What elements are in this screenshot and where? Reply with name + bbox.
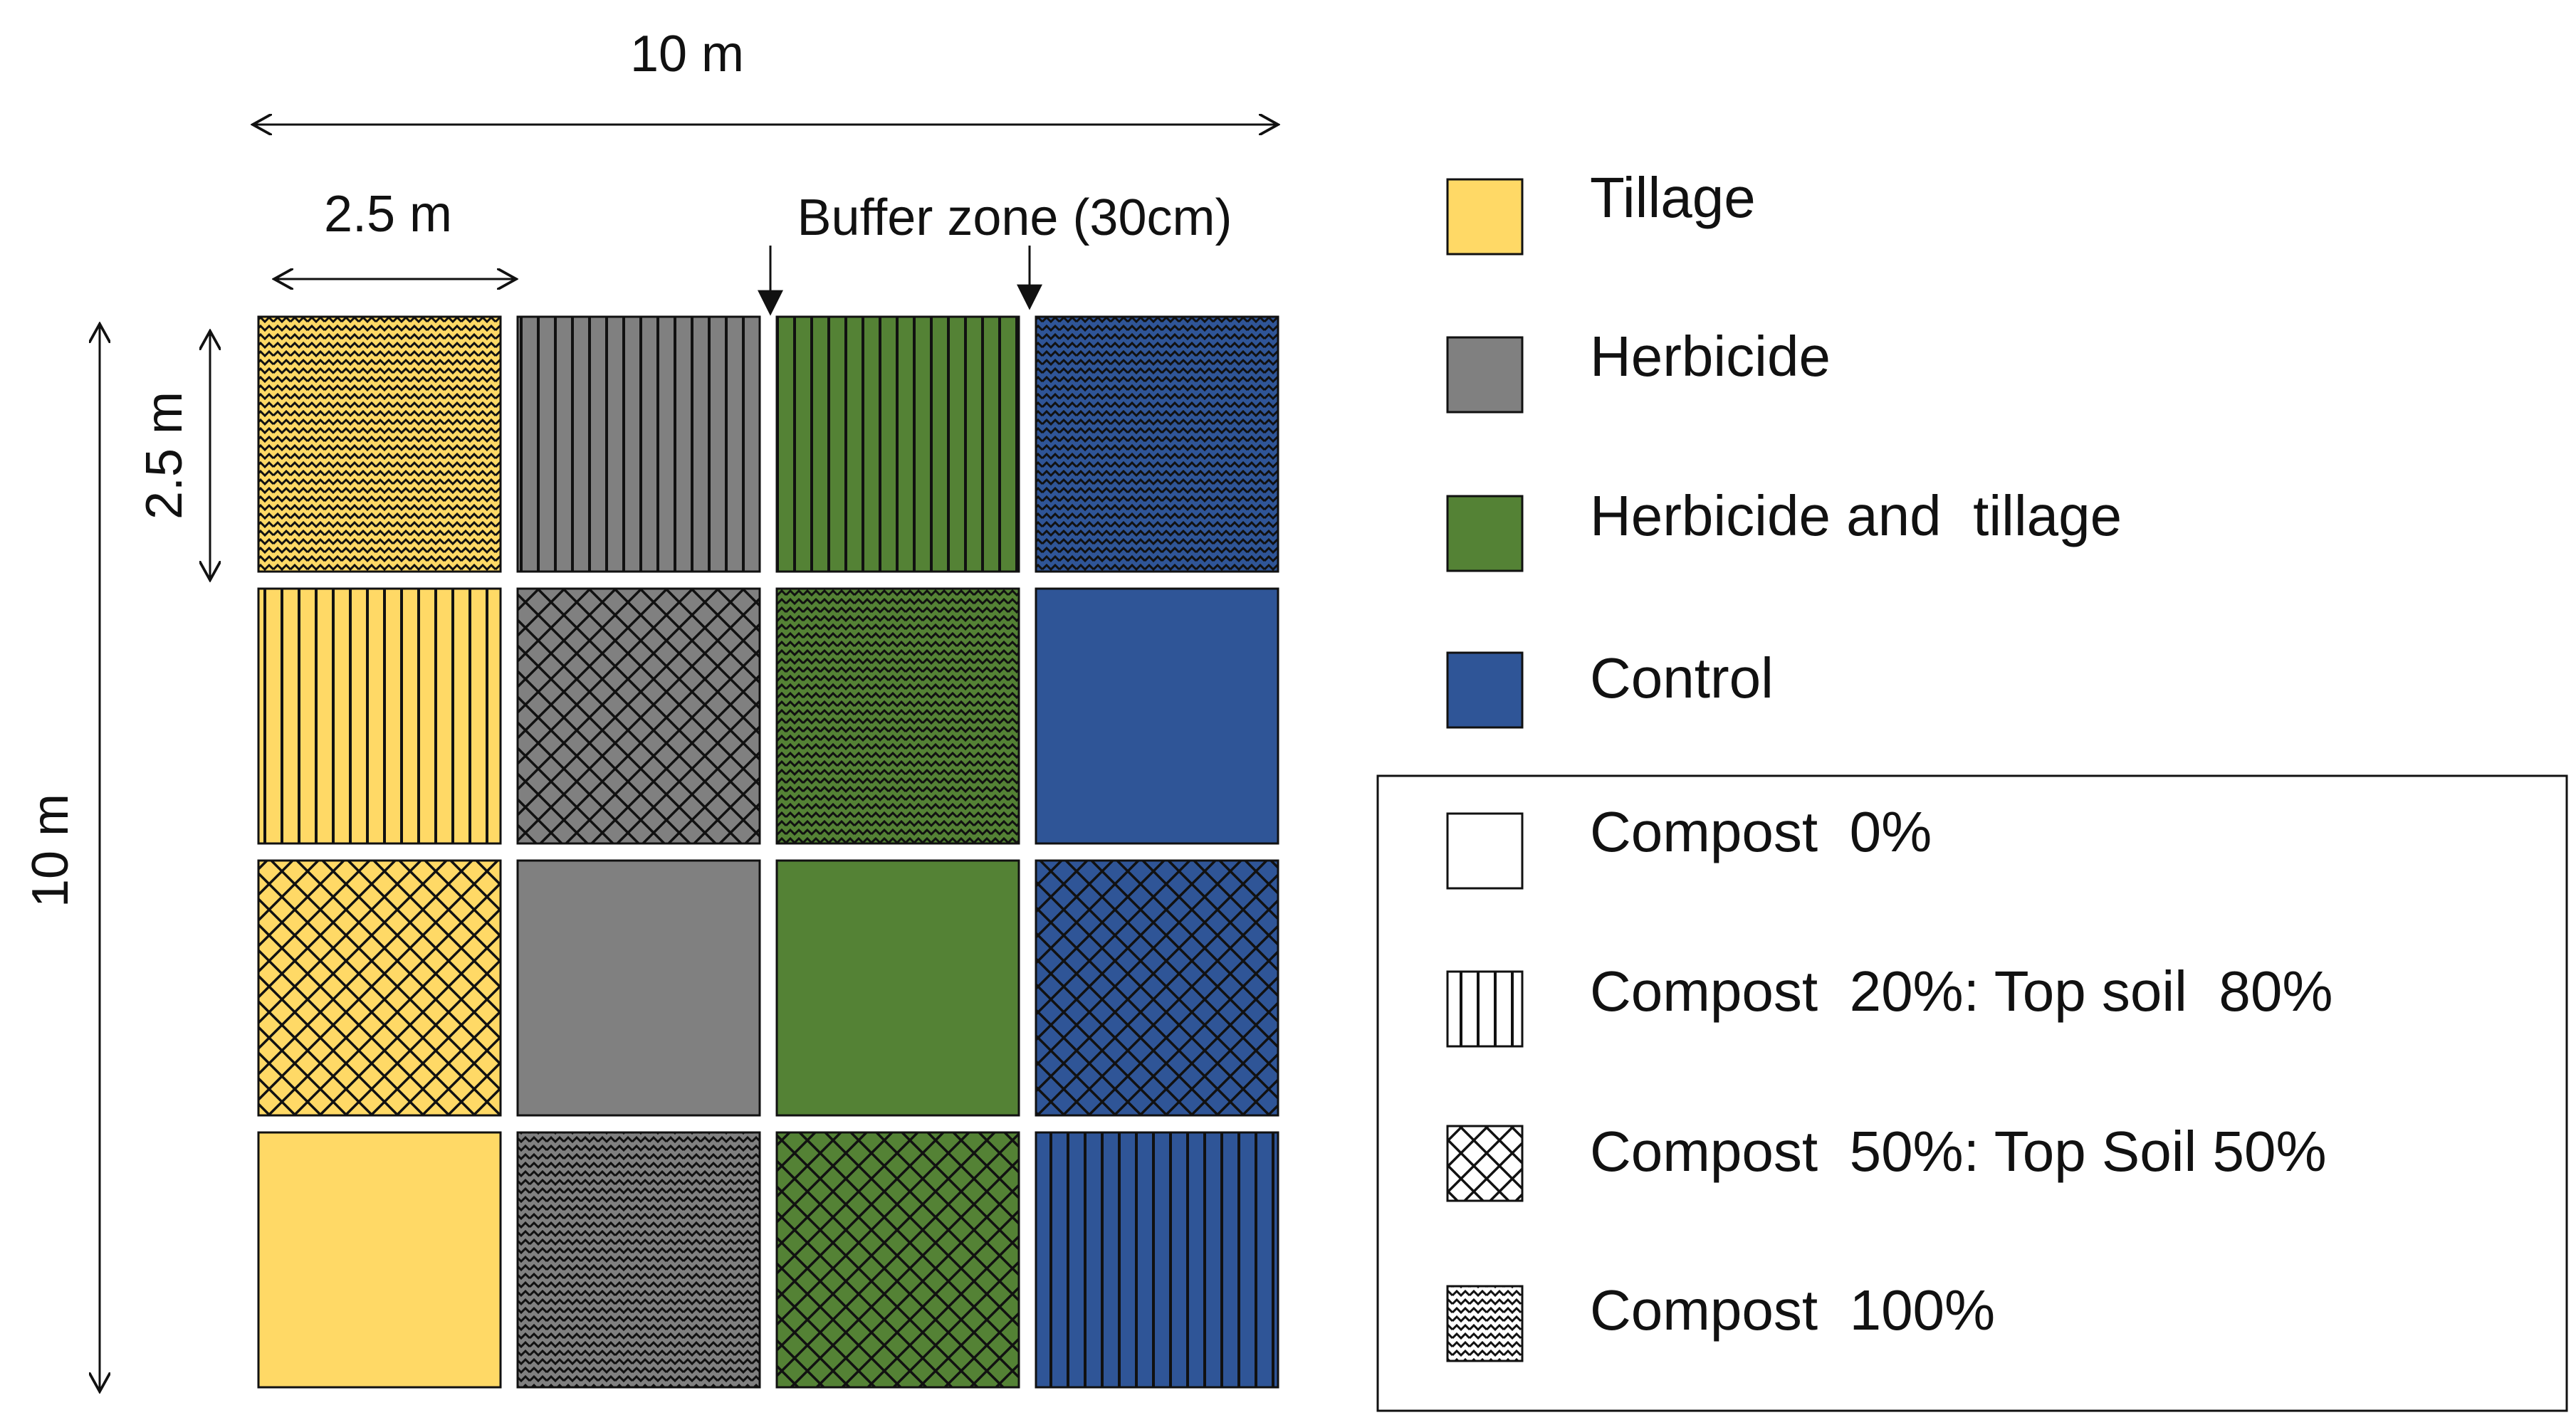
tillage-swatch bbox=[1446, 178, 1524, 256]
plot-border bbox=[257, 859, 502, 1117]
legend-label-compost-50: Compost 50%: Top Soil 50% bbox=[1590, 1120, 2327, 1183]
plot-border bbox=[775, 1131, 1020, 1389]
plot-r1-c2 bbox=[516, 315, 761, 573]
legend-item-tillage: Tillage bbox=[1446, 166, 1756, 256]
control-swatch bbox=[1446, 651, 1524, 729]
legend-label-compost-100: Compost 100% bbox=[1590, 1278, 1995, 1342]
plot-r3-c3 bbox=[775, 859, 1020, 1117]
plot-border bbox=[516, 859, 761, 1117]
legend-label-herbicide-tillage: Herbicide and tillage bbox=[1590, 484, 2122, 547]
legend-label-tillage: Tillage bbox=[1590, 166, 1756, 229]
legend-item-compost-100: Compost 100% bbox=[1446, 1278, 1995, 1362]
compost-20-pattern bbox=[258, 589, 501, 843]
legend-label-control: Control bbox=[1590, 646, 1774, 710]
plot-width-label: 2.5 m bbox=[324, 186, 452, 243]
plot-border bbox=[1035, 587, 1279, 845]
compost-100-pattern bbox=[518, 1132, 760, 1387]
compost-0-swatch bbox=[1446, 812, 1524, 890]
compost-100-pattern bbox=[258, 317, 501, 572]
compost-legend-box bbox=[1376, 774, 2568, 1412]
plot-grid bbox=[257, 315, 1279, 1389]
plot-r2-c1 bbox=[257, 587, 502, 845]
legend-item-compost-0: Compost 0% bbox=[1446, 800, 1932, 890]
compost-50-pattern bbox=[258, 861, 501, 1115]
compost-100-pattern bbox=[777, 589, 1019, 843]
compost-100-pattern bbox=[1036, 317, 1278, 572]
plot-r4-c1 bbox=[257, 1131, 502, 1389]
compost-20-pattern bbox=[1036, 1132, 1278, 1387]
legend-item-herbicide: Herbicide bbox=[1446, 325, 1831, 414]
treatment-legend: Tillage Herbicide Herbicide and tillage … bbox=[1446, 166, 2122, 729]
compost-20-pattern bbox=[777, 317, 1019, 572]
plot-border bbox=[775, 315, 1020, 573]
plot-r3-c4 bbox=[1035, 859, 1279, 1117]
compost-20-swatch bbox=[1446, 970, 1524, 1048]
plot-border bbox=[775, 859, 1020, 1117]
plot-border bbox=[1035, 1131, 1279, 1389]
plot-r3-c1 bbox=[257, 859, 502, 1117]
plot-border bbox=[257, 587, 502, 845]
compost-legend: Compost 0% Compost 20%: Top soil 80% Com… bbox=[1376, 774, 2568, 1412]
plot-border bbox=[516, 1131, 761, 1389]
compost-50-pattern bbox=[518, 589, 760, 843]
plot-r2-c2 bbox=[516, 587, 761, 845]
legend-item-compost-50: Compost 50%: Top Soil 50% bbox=[1446, 1120, 2327, 1202]
legend-item-herbicide-tillage: Herbicide and tillage bbox=[1446, 484, 2122, 572]
compost-100-swatch bbox=[1446, 1285, 1524, 1362]
control-plot-fill bbox=[1036, 589, 1278, 843]
plot-r2-c3 bbox=[775, 587, 1020, 845]
tillage-plot-fill bbox=[258, 1132, 501, 1387]
plot-border bbox=[257, 315, 502, 573]
legend-label-herbicide: Herbicide bbox=[1590, 325, 1831, 388]
plot-height-label: 2.5 m bbox=[136, 391, 193, 520]
plot-r1-c4 bbox=[1035, 315, 1279, 573]
legend-label-compost-0: Compost 0% bbox=[1590, 800, 1932, 863]
dimension-annotations: 10 m 2.5 m 10 m 2.5 m Buffer zone (30cm) bbox=[22, 26, 1278, 1392]
herbicide-tillage-plot-fill bbox=[777, 861, 1019, 1115]
plot-border bbox=[1035, 315, 1279, 573]
plot-r4-c4 bbox=[1035, 1131, 1279, 1389]
buffer-zone-label: Buffer zone (30cm) bbox=[797, 189, 1232, 246]
herbicide-plot-fill bbox=[518, 861, 760, 1115]
plot-r2-c4 bbox=[1035, 587, 1279, 845]
compost-20-pattern bbox=[518, 317, 760, 572]
total-height-label: 10 m bbox=[22, 794, 79, 908]
compost-50-swatch bbox=[1446, 1125, 1524, 1202]
plot-r3-c2 bbox=[516, 859, 761, 1117]
legend-item-control: Control bbox=[1446, 646, 1774, 729]
plot-border bbox=[516, 587, 761, 845]
total-width-label: 10 m bbox=[630, 26, 744, 83]
legend-label-compost-20: Compost 20%: Top soil 80% bbox=[1590, 959, 2333, 1023]
plot-border bbox=[1035, 859, 1279, 1117]
compost-50-pattern bbox=[1036, 861, 1278, 1115]
compost-50-pattern bbox=[777, 1132, 1019, 1387]
plot-border bbox=[257, 1131, 502, 1389]
plot-r1-c1 bbox=[257, 315, 502, 573]
plot-r4-c3 bbox=[775, 1131, 1020, 1389]
herbicide-tillage-swatch bbox=[1446, 495, 1524, 572]
plot-r4-c2 bbox=[516, 1131, 761, 1389]
plot-border bbox=[516, 315, 761, 573]
legend-item-compost-20: Compost 20%: Top soil 80% bbox=[1446, 959, 2333, 1048]
herbicide-swatch bbox=[1446, 336, 1524, 414]
plot-r1-c3 bbox=[775, 315, 1020, 573]
plot-border bbox=[775, 587, 1020, 845]
